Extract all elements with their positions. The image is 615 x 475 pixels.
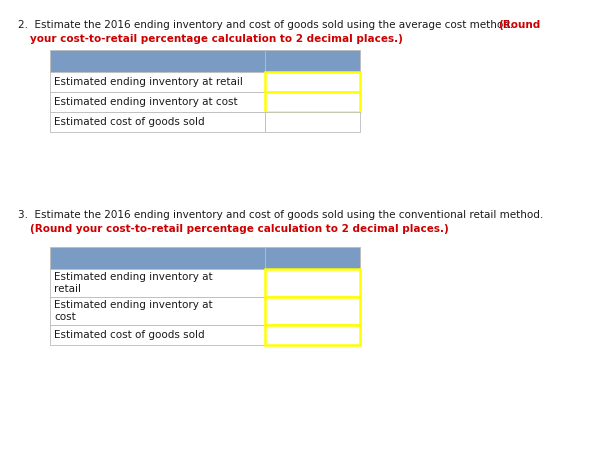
Bar <box>265 325 360 345</box>
Bar <box>50 92 265 112</box>
Bar <box>265 112 360 132</box>
Bar <box>265 72 360 92</box>
Bar <box>50 72 265 92</box>
Bar <box>50 112 265 132</box>
Text: Estimated ending inventory at
retail: Estimated ending inventory at retail <box>54 272 213 294</box>
Text: Estimated ending inventory at cost: Estimated ending inventory at cost <box>54 97 237 107</box>
Text: 2.  Estimate the 2016 ending inventory and cost of goods sold using the average : 2. Estimate the 2016 ending inventory an… <box>18 20 517 30</box>
Bar <box>50 247 265 269</box>
Bar <box>265 50 360 72</box>
Text: Estimated cost of goods sold: Estimated cost of goods sold <box>54 117 205 127</box>
Text: Estimated ending inventory at
cost: Estimated ending inventory at cost <box>54 300 213 322</box>
Text: Estimated ending inventory at retail: Estimated ending inventory at retail <box>54 77 243 87</box>
Bar <box>265 247 360 269</box>
Bar <box>50 269 265 297</box>
Bar <box>50 297 265 325</box>
Bar <box>265 297 360 325</box>
Bar <box>50 325 265 345</box>
Text: Estimated cost of goods sold: Estimated cost of goods sold <box>54 330 205 340</box>
Bar <box>265 92 360 112</box>
Bar <box>50 50 265 72</box>
Text: (Round: (Round <box>498 20 540 30</box>
Text: your cost-to-retail percentage calculation to 2 decimal places.): your cost-to-retail percentage calculati… <box>30 34 403 44</box>
Text: (Round your cost-to-retail percentage calculation to 2 decimal places.): (Round your cost-to-retail percentage ca… <box>30 224 449 234</box>
Text: 3.  Estimate the 2016 ending inventory and cost of goods sold using the conventi: 3. Estimate the 2016 ending inventory an… <box>18 210 543 220</box>
Bar <box>265 269 360 297</box>
